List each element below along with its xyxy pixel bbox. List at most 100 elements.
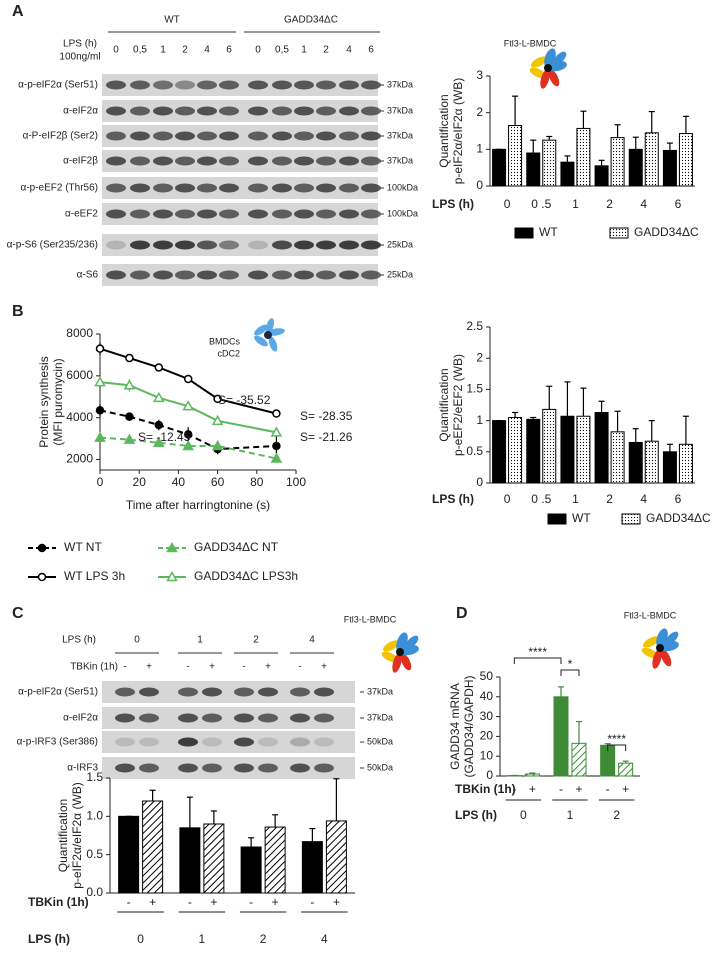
blot-band (106, 106, 126, 116)
legend-label: WT NT (64, 540, 102, 554)
legend-label: GADD34ΔC (646, 511, 711, 525)
x-tick-label: 4 (321, 932, 328, 946)
x-axis-label: Time after harringtonine (s) (126, 498, 270, 512)
x-tick-label: 0 (97, 475, 104, 489)
bar (644, 440, 659, 484)
blot-band (248, 131, 268, 141)
blot-band (234, 763, 254, 773)
blot-band (153, 131, 173, 141)
marker (153, 436, 165, 448)
blot-band (175, 240, 195, 250)
annotation: Ftl3-L-BMDC (344, 614, 397, 624)
sign-label: - (188, 895, 192, 909)
bar (492, 148, 507, 187)
panel-letter: D (456, 605, 468, 622)
bar (553, 696, 569, 777)
y-tick-label: 4000 (66, 410, 93, 424)
blot-band (361, 106, 381, 116)
blot-band (175, 209, 195, 219)
sign-label: + (529, 782, 536, 796)
blot-band (115, 763, 135, 773)
marker (125, 412, 134, 421)
blot-band (339, 131, 359, 141)
blot-strip (102, 74, 378, 96)
y-tick-label: 0.5 (86, 847, 103, 861)
blot-band (361, 270, 381, 280)
legend-label: WT (539, 225, 558, 239)
blot-band (248, 156, 268, 166)
y-tick-label: 1.5 (86, 770, 103, 784)
blot-band (316, 156, 336, 166)
blot-band (106, 80, 126, 90)
marker (95, 344, 105, 353)
bar (560, 415, 575, 484)
blot-strip (102, 125, 378, 147)
blot-band (175, 183, 195, 193)
blot-band (339, 80, 359, 90)
blot-band (361, 209, 381, 219)
annotation: Ftl3-L-BMDC (624, 610, 677, 620)
blot-band (175, 80, 195, 90)
x-tick-label: 40 (172, 475, 186, 489)
blot-band (219, 156, 239, 166)
size-label: 37kDa (387, 105, 413, 115)
x-tick-label: 1 (567, 808, 574, 822)
row-label: α-p-eIF2α (Ser51) (18, 80, 98, 91)
y-tick-label: 50 (480, 669, 494, 683)
legend-label: WT LPS 3h (64, 569, 125, 583)
row-label: α-IRF3 (67, 763, 98, 774)
blot-band (130, 80, 150, 90)
blot-band (339, 106, 359, 116)
blot-band (248, 240, 268, 250)
x-tick-label: 2 (260, 932, 267, 946)
x-tick-label: 4 (640, 492, 647, 506)
sign-label: - (249, 895, 253, 909)
slope-label: S= -21.26 (300, 430, 353, 444)
y-tick-label: 1.5 (466, 382, 483, 396)
y-axis-label: p-eIF2α/eIF2α (WB) (70, 782, 84, 889)
x-tick-label: 2 (613, 808, 620, 822)
blot-band (115, 713, 135, 723)
blot-band (290, 763, 310, 773)
cell-icon (640, 626, 681, 670)
blot-band (361, 240, 381, 250)
x-tick-label: 2 (606, 197, 613, 211)
sign-label: + (575, 782, 582, 796)
lps-value: 1 (197, 635, 203, 646)
x-tick-label: 4 (640, 197, 647, 211)
bar (594, 165, 609, 187)
slope-label: S= -35.52 (218, 393, 271, 407)
blot-band (248, 183, 268, 193)
blot-band (258, 687, 278, 697)
marker (153, 391, 165, 403)
row-label: α-p-S6 (Ser235/236) (7, 240, 98, 251)
blot-band (106, 270, 126, 280)
blot-band (361, 183, 381, 193)
bar (142, 800, 164, 894)
blot-band (197, 209, 217, 219)
size-label: 25kDa (387, 239, 413, 249)
y-axis-label: p-eIF2α/eIF2α (WB) (451, 78, 465, 185)
blot-band (202, 713, 222, 723)
y-tick-label: 6000 (66, 368, 93, 382)
legend-marker (166, 541, 178, 553)
blot-band (219, 80, 239, 90)
blot-band (234, 737, 254, 747)
blot-band (294, 131, 314, 141)
blot-band (202, 763, 222, 773)
series-line (99, 409, 277, 451)
x-tick-label: 20 (133, 475, 147, 489)
y-tick-label: 10 (480, 748, 494, 762)
blot-band (219, 131, 239, 141)
blot-band (175, 106, 195, 116)
blot-band (197, 106, 217, 116)
blot-band (361, 80, 381, 90)
blot-band (139, 687, 159, 697)
blot-band (294, 183, 314, 193)
y-axis-label: Quantification (437, 94, 451, 167)
lane-label: 0,5 (133, 45, 147, 56)
blot-strip (102, 731, 355, 753)
blot-band (316, 106, 336, 116)
row-label: α-eIF2α (63, 106, 98, 117)
